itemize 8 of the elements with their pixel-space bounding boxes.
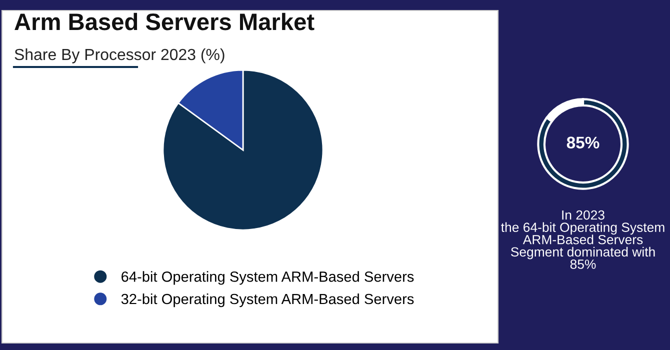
legend-label: 64-bit Operating System ARM-Based Servers: [122, 271, 414, 285]
chart-title: Arm Based Servers Market: [14, 12, 314, 30]
chart-subtitle: Share By Processor 2023 (%): [14, 48, 224, 64]
text: 85%: [566, 136, 600, 148]
legend-label: 32-bit Operating System ARM-Based Servers: [121, 293, 414, 308]
pie-slice: [162, 69, 324, 231]
text: In 2023 the 64-bit Operating System ARM-Based Servers Segment dominated with 85%: [501, 210, 664, 269]
donut-slice: [537, 98, 629, 190]
